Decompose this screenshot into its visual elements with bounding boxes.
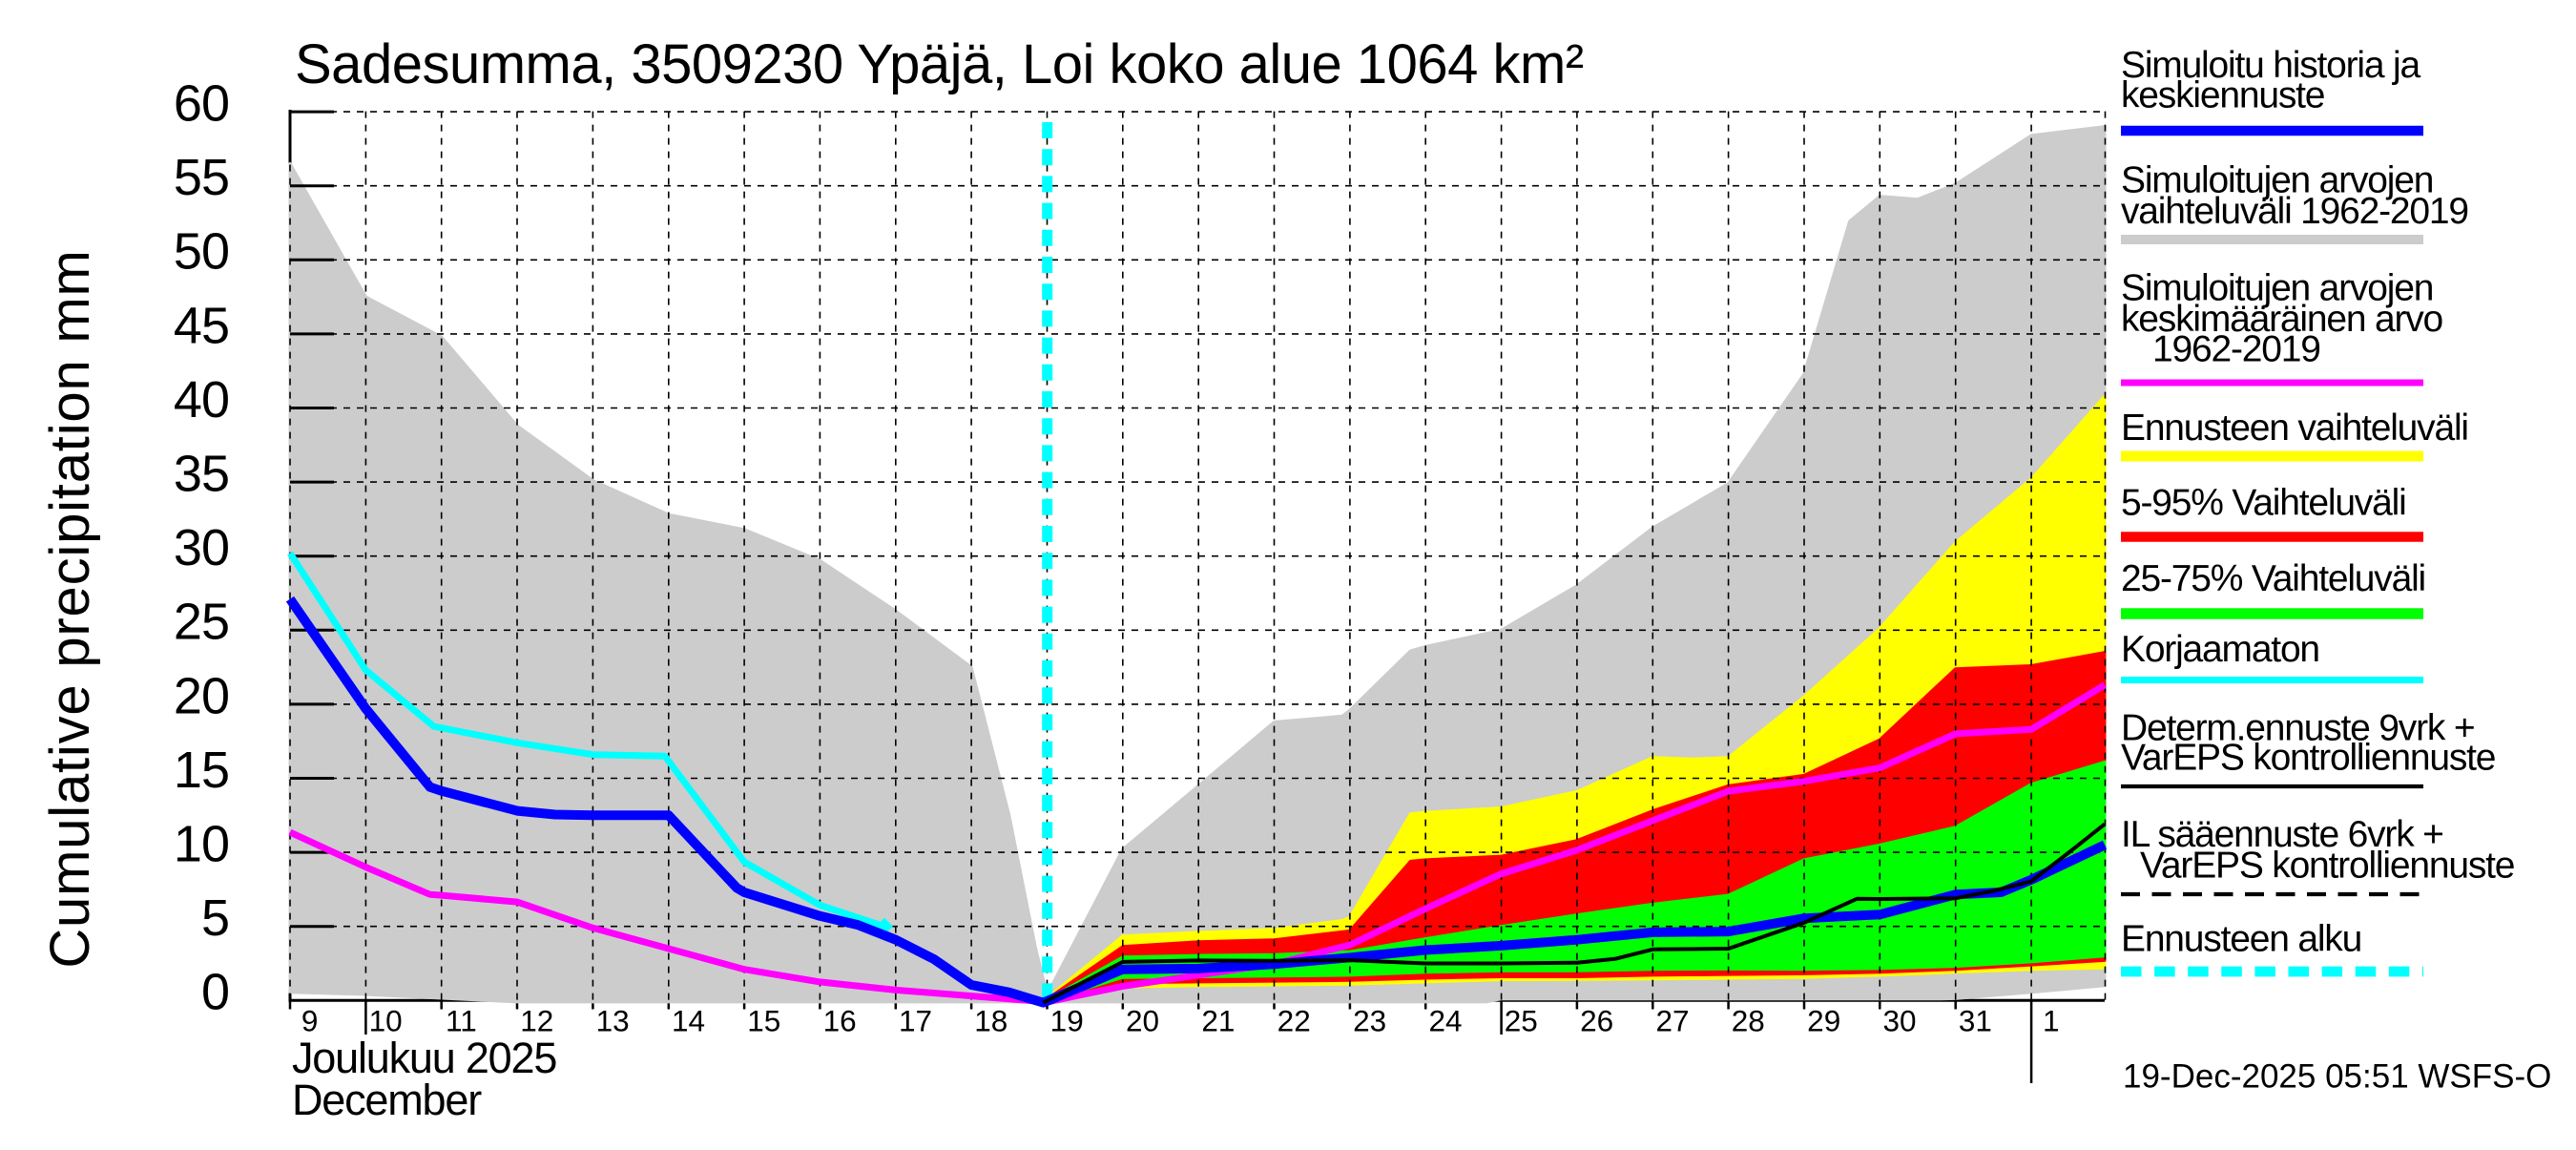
svg-text:25: 25 bbox=[174, 594, 229, 651]
svg-text:December: December bbox=[292, 1076, 482, 1124]
svg-text:30: 30 bbox=[1882, 1004, 1916, 1038]
svg-text:1962-2019: 1962-2019 bbox=[2152, 329, 2320, 370]
svg-text:VarEPS kontrolliennuste: VarEPS kontrolliennuste bbox=[2140, 846, 2514, 887]
svg-text:35: 35 bbox=[174, 446, 229, 503]
svg-text:16: 16 bbox=[823, 1004, 857, 1038]
svg-text:Simuloitu historia ja: Simuloitu historia ja bbox=[2121, 45, 2420, 86]
svg-text:25: 25 bbox=[1505, 1004, 1538, 1038]
svg-text:keskiennuste: keskiennuste bbox=[2121, 75, 2324, 116]
svg-text:10: 10 bbox=[174, 816, 229, 873]
svg-text:IL sääennuste 6vrk +: IL sääennuste 6vrk + bbox=[2121, 814, 2443, 855]
svg-text:20: 20 bbox=[1126, 1004, 1159, 1038]
svg-text:5: 5 bbox=[201, 889, 229, 947]
svg-text:19: 19 bbox=[1050, 1004, 1084, 1038]
svg-text:VarEPS kontrolliennuste: VarEPS kontrolliennuste bbox=[2121, 738, 2495, 779]
svg-text:26: 26 bbox=[1580, 1004, 1613, 1038]
svg-text:Ennusteen vaihteluväli: Ennusteen vaihteluväli bbox=[2121, 408, 2468, 449]
svg-text:5-95% Vaihteluväli: 5-95% Vaihteluväli bbox=[2121, 483, 2406, 524]
svg-text:30: 30 bbox=[174, 519, 229, 576]
svg-text:24: 24 bbox=[1428, 1004, 1462, 1038]
svg-text:Simuloitujen arvojen: Simuloitujen arvojen bbox=[2121, 267, 2433, 308]
svg-text:13: 13 bbox=[596, 1004, 630, 1038]
svg-text:11: 11 bbox=[446, 1004, 477, 1038]
svg-text:22: 22 bbox=[1278, 1004, 1311, 1038]
svg-text:14: 14 bbox=[672, 1004, 705, 1038]
svg-text:1: 1 bbox=[2043, 1004, 2060, 1038]
svg-text:Sadesumma, 3509230 Ypäjä, Loi: Sadesumma, 3509230 Ypäjä, Loi koko alue … bbox=[295, 33, 1584, 95]
svg-text:55: 55 bbox=[174, 149, 229, 206]
svg-text:27: 27 bbox=[1655, 1004, 1689, 1038]
svg-text:15: 15 bbox=[174, 742, 229, 799]
svg-text:18: 18 bbox=[974, 1004, 1008, 1038]
svg-text:45: 45 bbox=[174, 297, 229, 354]
svg-text:40: 40 bbox=[174, 371, 229, 429]
svg-text:25-75% Vaihteluväli: 25-75% Vaihteluväli bbox=[2121, 558, 2425, 599]
svg-text:23: 23 bbox=[1353, 1004, 1386, 1038]
svg-text:20: 20 bbox=[174, 667, 229, 724]
svg-text:31: 31 bbox=[1959, 1004, 1992, 1038]
svg-text:19-Dec-2025 05:51 WSFS-O: 19-Dec-2025 05:51 WSFS-O bbox=[2123, 1058, 2551, 1096]
svg-text:0: 0 bbox=[201, 964, 229, 1021]
svg-text:15: 15 bbox=[747, 1004, 780, 1038]
svg-text:9: 9 bbox=[301, 1004, 319, 1038]
svg-text:60: 60 bbox=[174, 75, 229, 133]
svg-text:Joulukuu 2025: Joulukuu 2025 bbox=[292, 1034, 556, 1082]
svg-text:21: 21 bbox=[1201, 1004, 1235, 1038]
svg-text:Korjaamaton: Korjaamaton bbox=[2121, 629, 2319, 670]
svg-text:10: 10 bbox=[369, 1004, 403, 1038]
svg-text:Ennusteen alku: Ennusteen alku bbox=[2121, 918, 2361, 959]
svg-text:12: 12 bbox=[520, 1004, 553, 1038]
svg-text:17: 17 bbox=[899, 1004, 932, 1038]
svg-text:50: 50 bbox=[174, 223, 229, 281]
svg-text:Simuloitujen arvojen: Simuloitujen arvojen bbox=[2121, 160, 2433, 201]
svg-text:keskimääräinen arvo: keskimääräinen arvo bbox=[2121, 299, 2443, 340]
svg-text:28: 28 bbox=[1732, 1004, 1765, 1038]
svg-text:29: 29 bbox=[1807, 1004, 1840, 1038]
svg-text:vaihteluväli 1962-2019: vaihteluväli 1962-2019 bbox=[2121, 191, 2468, 232]
svg-text:Cumulative precipitation mm: Cumulative precipitation mm bbox=[39, 249, 101, 968]
svg-text:Determ.ennuste 9vrk +: Determ.ennuste 9vrk + bbox=[2121, 707, 2474, 748]
